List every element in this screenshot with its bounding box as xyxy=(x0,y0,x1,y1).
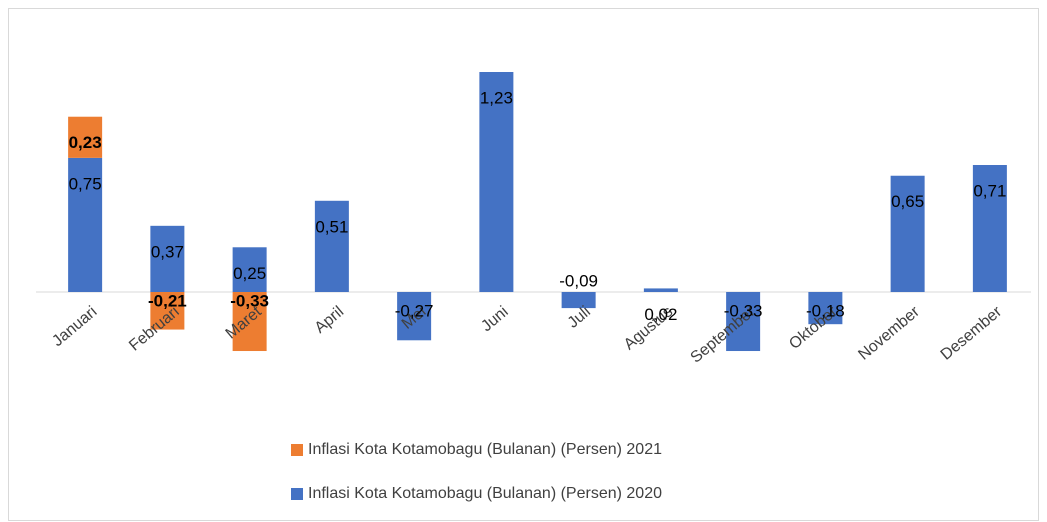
data-label: -0,09 xyxy=(559,271,598,290)
data-label: 0,25 xyxy=(233,264,266,283)
bar xyxy=(232,247,267,292)
bar xyxy=(68,157,103,292)
bar xyxy=(314,200,349,292)
bar xyxy=(890,175,925,292)
data-label: -0,33 xyxy=(724,301,763,320)
data-label: -0,27 xyxy=(395,301,434,320)
bar xyxy=(808,292,843,325)
legend-label: Inflasi Kota Kotamobagu (Bulanan) (Perse… xyxy=(308,441,662,458)
bar xyxy=(150,292,185,330)
bar xyxy=(561,292,596,309)
data-label: -0,18 xyxy=(806,301,845,320)
bar xyxy=(726,292,761,352)
data-label: 0,51 xyxy=(315,217,348,236)
data-label: 1,23 xyxy=(480,88,513,107)
data-label: 0,23 xyxy=(69,133,102,152)
data-label: 0,02 xyxy=(644,305,677,324)
bar xyxy=(68,116,103,158)
bar xyxy=(232,292,267,352)
data-label: -0,33 xyxy=(230,291,269,310)
bar xyxy=(150,225,185,292)
data-label: 0,71 xyxy=(973,181,1006,200)
legend-swatch xyxy=(291,444,303,456)
bar xyxy=(397,292,432,341)
bar xyxy=(479,72,514,292)
data-label: 0,37 xyxy=(151,242,184,261)
data-label: 0,65 xyxy=(891,192,924,211)
data-label: -0,21 xyxy=(148,291,187,310)
legend-label: Inflasi Kota Kotamobagu (Bulanan) (Perse… xyxy=(308,485,662,502)
legend-swatch xyxy=(291,488,303,500)
bar xyxy=(643,288,678,292)
bar xyxy=(972,165,1007,292)
data-label: 0,75 xyxy=(69,174,102,193)
